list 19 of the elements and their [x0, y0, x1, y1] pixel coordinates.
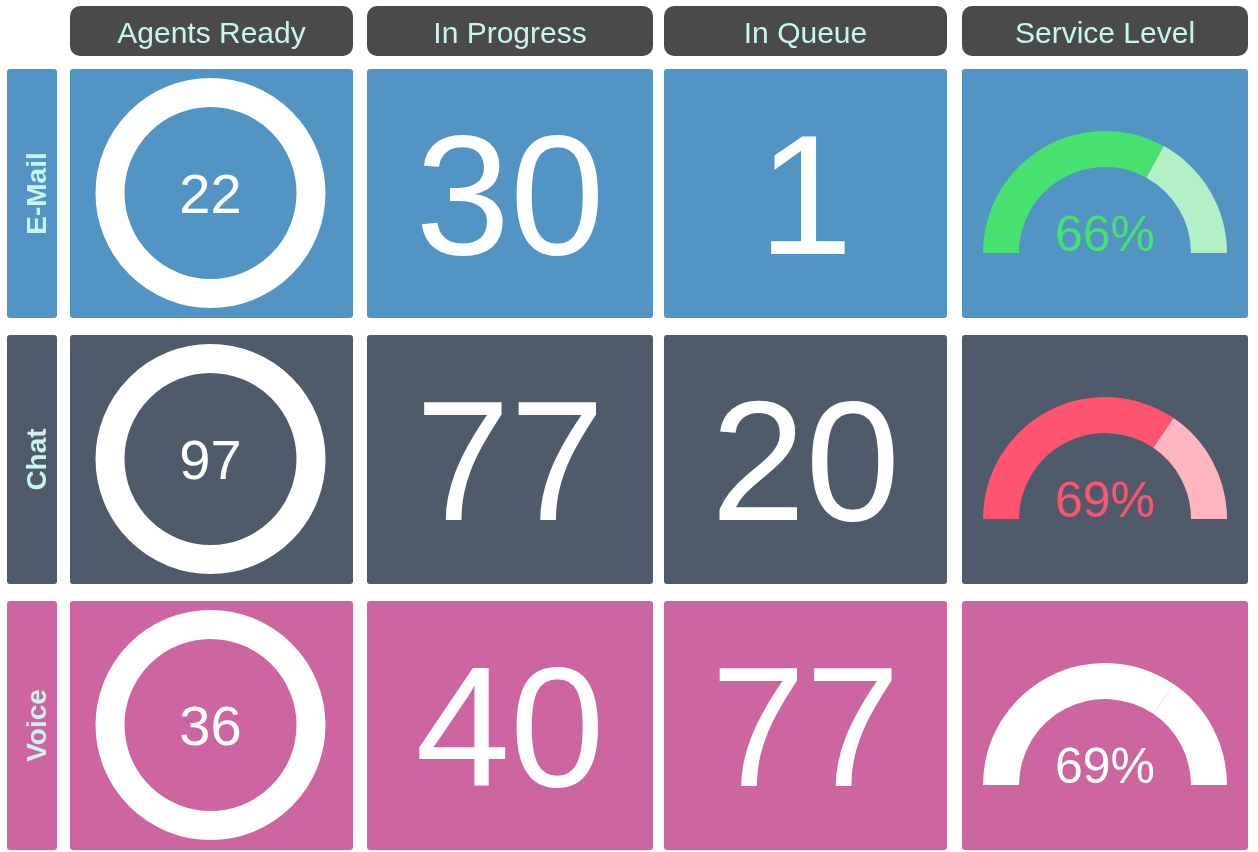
text: Chat	[21, 428, 52, 491]
text: E-Mail	[21, 152, 52, 235]
data-label: 1	[758, 100, 853, 290]
chart-title: Service Level	[1014, 16, 1196, 49]
data-label: 66%	[1054, 206, 1156, 262]
data-label: 69%	[1054, 472, 1156, 528]
category-label: In Queue	[743, 16, 868, 49]
data-label: 69%	[1054, 738, 1156, 794]
data-label: 40	[415, 632, 605, 822]
data-label: 36	[179, 694, 242, 757]
text: Voice	[21, 689, 52, 762]
data-label: 97	[179, 428, 242, 491]
data-label: 30	[415, 100, 605, 290]
data-label: 22	[179, 162, 242, 225]
data-label: 77	[710, 632, 901, 822]
data-label: 77	[415, 366, 605, 556]
category-label: Agents Ready	[117, 16, 306, 49]
category-label: In Progress	[433, 16, 587, 49]
data-label: 20	[710, 366, 901, 556]
